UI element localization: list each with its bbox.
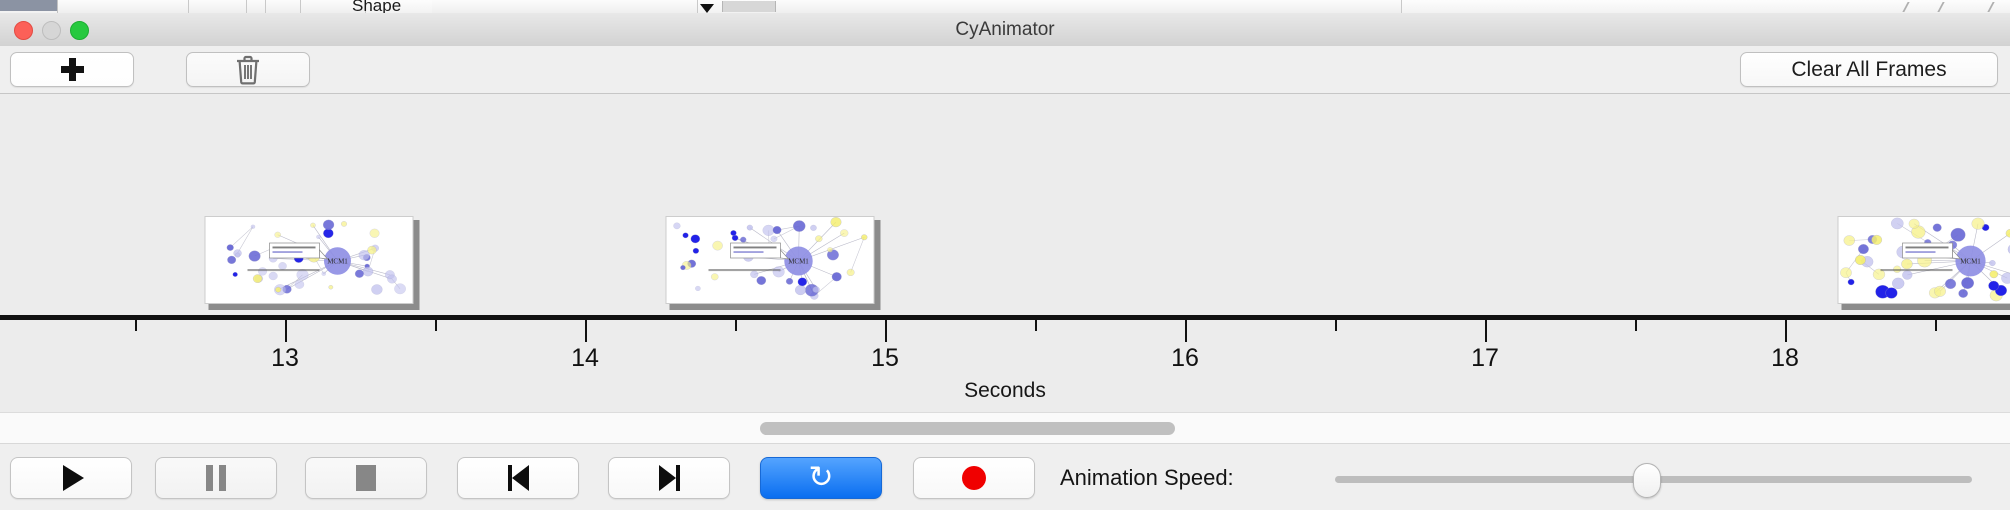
ruler-tick-label: 13 [271,344,299,372]
clear-all-frames-button[interactable]: Clear All Frames [1740,52,1998,87]
ruler-tick-major [1785,320,1787,342]
play-icon [62,465,84,491]
minimize-button[interactable] [42,21,61,40]
ruler-tick-minor [135,320,137,331]
hub-node-label: MCM1 [327,258,348,266]
ruler-tick-minor [1935,320,1937,331]
window-title-bar: CyAnimator [0,13,2010,47]
toolbar: Clear All Frames [0,46,2010,94]
network-graph-preview: MCM1 [673,217,868,300]
background-window-strip: Shape [0,0,2010,13]
loop-button[interactable]: ↻ [760,457,882,499]
timeline-ruler [0,315,2010,320]
timeline-frame[interactable]: MCM1 [665,216,881,310]
record-icon [962,466,986,490]
ruler-tick-major [1185,320,1187,342]
ruler-tick-major [1485,320,1487,342]
frame-thumbnail: MCM1 [204,216,414,304]
close-button[interactable] [14,21,33,40]
skip-back-icon [507,465,529,491]
timeline-frame[interactable]: MCM1 [204,216,420,310]
loop-icon: ↻ [808,460,834,495]
ruler-tick-label: 17 [1471,344,1499,372]
window-title: CyAnimator [955,19,1055,40]
ruler-tick-major [585,320,587,342]
background-window-shape-label: Shape [352,0,402,13]
timeline-axis-title: Seconds [964,379,1046,402]
frame-track[interactable]: MCM1 MCM1 MCM1 [0,94,2010,315]
traffic-light-group [14,21,89,40]
pause-icon [206,465,226,491]
stop-icon [356,465,376,491]
background-window-titlebar-fragment [0,0,57,11]
ruler-tick-label: 16 [1171,344,1199,372]
pause-button[interactable] [155,457,277,499]
frame-thumbnail: MCM1 [665,216,875,304]
network-graph-preview: MCM1 [226,219,406,296]
delete-frame-button[interactable] [186,52,310,87]
ruler-tick-major [885,320,887,342]
ruler-tick-minor [435,320,437,331]
zoom-button[interactable] [70,21,89,40]
network-graph-preview: MCM1 [1840,217,2010,302]
playback-control-bar: ↻ Animation Speed: [0,443,2010,510]
ruler-tick-minor [1035,320,1037,331]
ruler-tick-minor [1335,320,1337,331]
ruler-tick-label: 18 [1771,344,1799,372]
play-button[interactable] [10,457,132,499]
ruler-tick-label: 15 [871,344,899,372]
trash-icon [237,55,259,84]
hub-node-label: MCM1 [788,258,809,266]
frame-thumbnail: MCM1 [1837,216,2010,304]
timeline-scrollbar-thumb[interactable] [760,422,1175,435]
record-button[interactable] [913,457,1035,499]
ruler-tick-major [285,320,287,342]
timeline-scrollbar[interactable] [0,412,2010,444]
add-frame-button[interactable] [10,52,134,87]
ruler-tick-label: 14 [571,344,599,372]
hub-node-label: MCM1 [1960,258,1981,266]
skip-to-end-button[interactable] [608,457,730,499]
slider-thumb[interactable] [1633,463,1661,498]
ruler-tick-minor [735,320,737,331]
skip-to-start-button[interactable] [457,457,579,499]
timeline-frame[interactable]: MCM1 [1837,216,2010,310]
animation-speed-slider[interactable] [1335,463,2010,498]
plus-icon [60,58,84,81]
animation-speed-label: Animation Speed: [1060,465,1234,490]
ruler-tick-minor [1635,320,1637,331]
skip-forward-icon [658,465,680,491]
stop-button[interactable] [305,457,427,499]
